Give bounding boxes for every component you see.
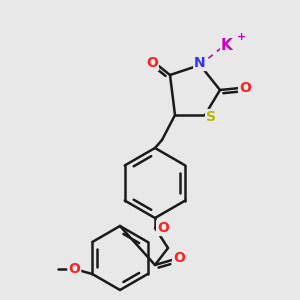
Text: +: + [237, 32, 246, 42]
Text: O: O [68, 262, 80, 276]
Text: N: N [194, 56, 206, 70]
Text: S: S [206, 110, 216, 124]
Text: O: O [239, 81, 251, 95]
Text: O: O [146, 56, 158, 70]
Text: O: O [157, 221, 169, 235]
Text: O: O [173, 251, 185, 265]
Text: K: K [221, 38, 233, 52]
